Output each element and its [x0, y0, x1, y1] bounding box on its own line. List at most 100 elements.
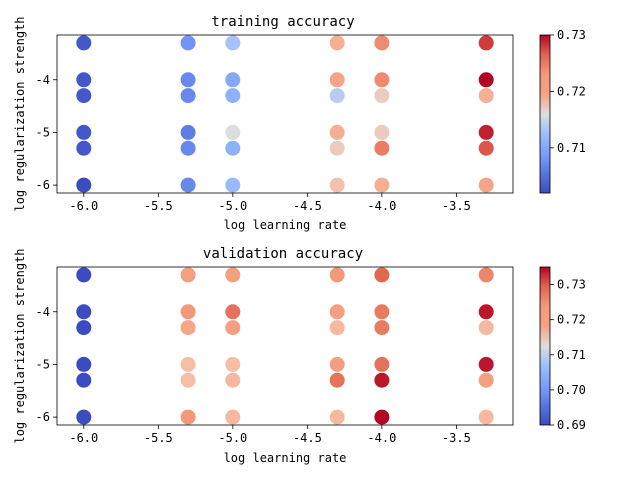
y-tick-label: -5 — [36, 125, 50, 139]
x-tick-label: -4.0 — [367, 199, 396, 213]
data-point — [478, 72, 494, 88]
x-ticks: -6.0 -5.5 -5.0 -4.5 -4.0 -3.5 — [69, 425, 471, 445]
colorbar-tick-label: 0.71 — [557, 141, 586, 155]
data-point — [374, 320, 390, 336]
data-point — [329, 72, 345, 88]
y-ticks: -6 -5 -4 — [36, 305, 57, 424]
data-point — [76, 177, 92, 193]
data-point — [225, 177, 241, 193]
data-point — [76, 124, 92, 140]
y-axis-label: log regularization strength — [13, 248, 27, 443]
data-point — [374, 72, 390, 88]
data-point — [76, 35, 92, 51]
data-point — [180, 356, 196, 372]
data-point — [225, 140, 241, 156]
data-point — [374, 124, 390, 140]
plot-area — [76, 35, 494, 193]
data-point — [374, 304, 390, 320]
data-point — [76, 267, 92, 283]
x-tick-label: -4.5 — [293, 431, 322, 445]
data-point — [76, 372, 92, 388]
data-point — [478, 304, 494, 320]
data-point — [76, 320, 92, 336]
data-point — [374, 177, 390, 193]
data-point — [329, 267, 345, 283]
y-tick-label: -5 — [36, 357, 50, 371]
data-point — [374, 356, 390, 372]
validation-accuracy-panel: validation accuracy log learning rate lo… — [13, 246, 586, 465]
data-point — [225, 88, 241, 104]
data-point — [374, 88, 390, 104]
data-point — [225, 72, 241, 88]
data-point — [478, 124, 494, 140]
x-tick-label: -5.0 — [218, 431, 247, 445]
colorbar-tick-label: 0.70 — [557, 383, 586, 397]
colorbar: 0.71 0.72 0.73 — [539, 28, 586, 194]
data-point — [180, 177, 196, 193]
data-point — [478, 35, 494, 51]
data-point — [225, 267, 241, 283]
data-point — [329, 320, 345, 336]
axes-frame — [56, 266, 514, 426]
data-point — [374, 140, 390, 156]
axes-frame — [56, 34, 514, 194]
data-point — [225, 356, 241, 372]
data-point — [76, 88, 92, 104]
chart-title: training accuracy — [211, 14, 354, 30]
data-point — [478, 372, 494, 388]
x-tick-label: -3.5 — [442, 199, 471, 213]
data-point — [478, 177, 494, 193]
x-tick-label: -6.0 — [69, 431, 98, 445]
x-axis-label: log learning rate — [224, 451, 347, 465]
training-accuracy-panel: training accuracy log learning rate log … — [13, 14, 586, 232]
colorbar-ticks: 0.71 0.72 0.73 — [550, 28, 586, 155]
y-axis-label: log regularization strength — [13, 16, 27, 211]
y-tick-label: -4 — [36, 305, 50, 319]
y-ticks: -6 -5 -4 — [36, 73, 57, 192]
data-point — [478, 267, 494, 283]
colorbar-ticks: 0.69 0.70 0.71 0.72 0.73 — [550, 278, 586, 432]
plot-area — [76, 267, 494, 425]
colorbar-gradient — [539, 34, 551, 194]
data-point — [76, 140, 92, 156]
y-tick-label: -6 — [36, 178, 50, 192]
data-point — [374, 35, 390, 51]
data-point — [225, 35, 241, 51]
data-point — [225, 320, 241, 336]
data-point — [374, 409, 390, 425]
data-point — [76, 304, 92, 320]
data-point — [329, 304, 345, 320]
data-point — [329, 140, 345, 156]
x-tick-label: -4.5 — [293, 199, 322, 213]
colorbar-gradient — [539, 266, 551, 426]
x-tick-label: -4.0 — [367, 431, 396, 445]
colorbar-tick-label: 0.73 — [557, 28, 586, 42]
x-tick-label: -3.5 — [442, 431, 471, 445]
data-point — [374, 267, 390, 283]
data-point — [329, 88, 345, 104]
data-point — [180, 304, 196, 320]
data-point — [76, 356, 92, 372]
data-point — [180, 409, 196, 425]
colorbar-tick-label: 0.73 — [557, 278, 586, 292]
data-point — [180, 267, 196, 283]
colorbar: 0.69 0.70 0.71 0.72 0.73 — [539, 266, 586, 432]
data-point — [180, 320, 196, 336]
colorbar-tick-label: 0.72 — [557, 313, 586, 327]
x-axis-label: log learning rate — [224, 218, 347, 232]
data-point — [329, 177, 345, 193]
data-point — [180, 140, 196, 156]
data-point — [180, 72, 196, 88]
data-point — [180, 372, 196, 388]
data-point — [478, 320, 494, 336]
data-point — [180, 88, 196, 104]
data-point — [180, 124, 196, 140]
data-point — [478, 409, 494, 425]
colorbar-tick-label: 0.71 — [557, 348, 586, 362]
x-tick-label: -6.0 — [69, 199, 98, 213]
data-point — [76, 409, 92, 425]
data-point — [180, 35, 196, 51]
data-point — [329, 372, 345, 388]
chart-title: validation accuracy — [203, 246, 363, 262]
